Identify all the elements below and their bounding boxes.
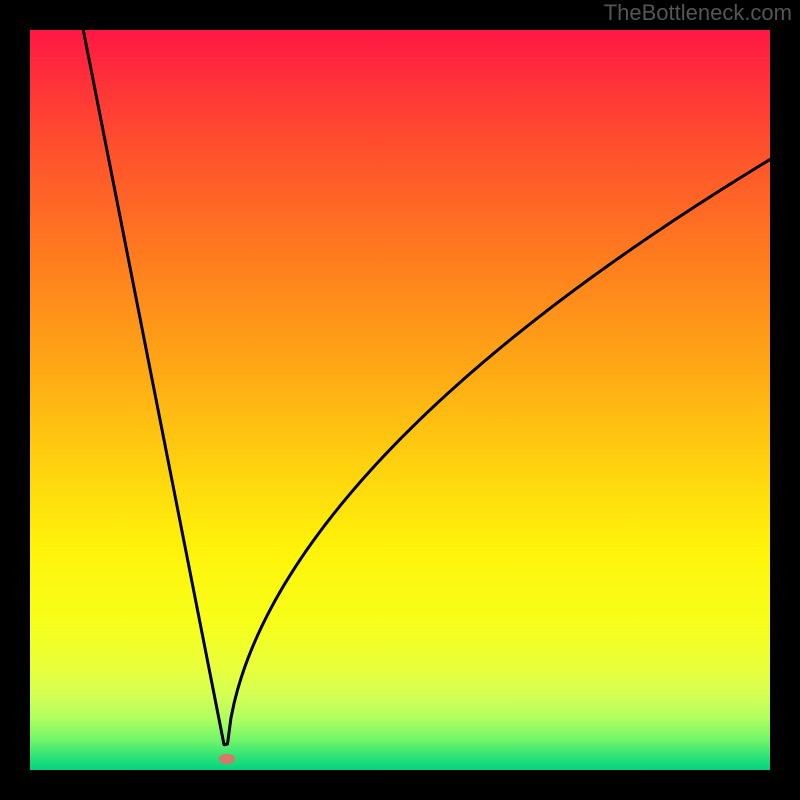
optimal-point-marker xyxy=(219,754,235,764)
bottleneck-plot xyxy=(30,30,770,770)
gradient-background xyxy=(30,30,770,770)
chart-frame xyxy=(0,0,800,800)
